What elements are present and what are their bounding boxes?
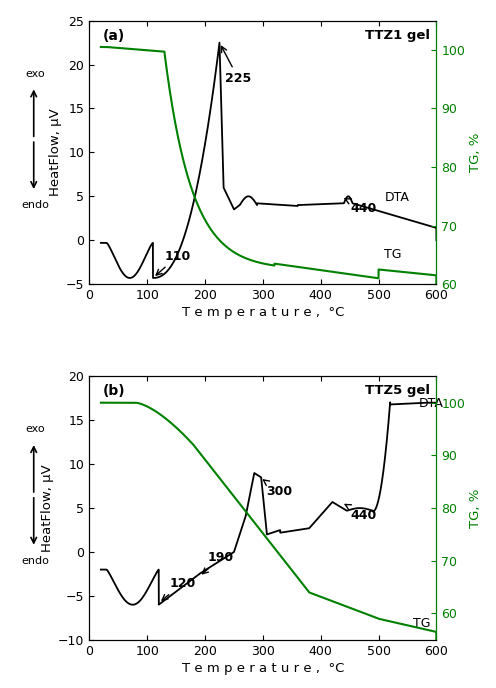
Text: 120: 120 bbox=[162, 577, 195, 600]
Text: exo: exo bbox=[26, 424, 45, 434]
Text: DTA: DTA bbox=[419, 397, 444, 410]
Text: TG: TG bbox=[384, 248, 402, 261]
Text: 440: 440 bbox=[345, 199, 377, 215]
Text: exo: exo bbox=[26, 69, 45, 78]
Y-axis label: TG, %: TG, % bbox=[469, 488, 483, 528]
Text: endo: endo bbox=[21, 200, 50, 210]
Y-axis label: TG, %: TG, % bbox=[469, 133, 483, 172]
Text: 300: 300 bbox=[263, 480, 292, 498]
Text: 225: 225 bbox=[222, 46, 251, 85]
X-axis label: T e m p e r a t u r e ,  °C: T e m p e r a t u r e , °C bbox=[182, 306, 344, 319]
Text: TTZ5 gel: TTZ5 gel bbox=[365, 385, 430, 397]
Text: (a): (a) bbox=[103, 28, 125, 43]
Text: TTZ1 gel: TTZ1 gel bbox=[365, 28, 430, 41]
Text: (b): (b) bbox=[103, 385, 126, 398]
Y-axis label: HeatFlow, μV: HeatFlow, μV bbox=[41, 464, 54, 552]
Text: DTA: DTA bbox=[384, 191, 409, 204]
Text: 190: 190 bbox=[202, 551, 234, 574]
Text: 110: 110 bbox=[156, 250, 191, 275]
X-axis label: T e m p e r a t u r e ,  °C: T e m p e r a t u r e , °C bbox=[182, 662, 344, 675]
Text: endo: endo bbox=[21, 555, 50, 566]
Y-axis label: HeatFlow, μV: HeatFlow, μV bbox=[49, 109, 62, 196]
Text: 440: 440 bbox=[345, 504, 377, 522]
Text: TG: TG bbox=[413, 616, 431, 630]
